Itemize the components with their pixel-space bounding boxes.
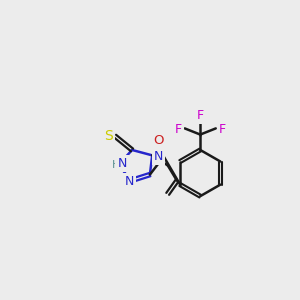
Text: F: F bbox=[218, 123, 226, 136]
Text: N: N bbox=[154, 150, 163, 164]
Text: H: H bbox=[112, 160, 121, 170]
Text: F: F bbox=[197, 109, 204, 122]
Text: F: F bbox=[175, 123, 182, 136]
Text: N: N bbox=[124, 175, 134, 188]
Text: O: O bbox=[153, 134, 164, 147]
Text: N: N bbox=[117, 157, 127, 170]
Text: S: S bbox=[104, 129, 113, 143]
